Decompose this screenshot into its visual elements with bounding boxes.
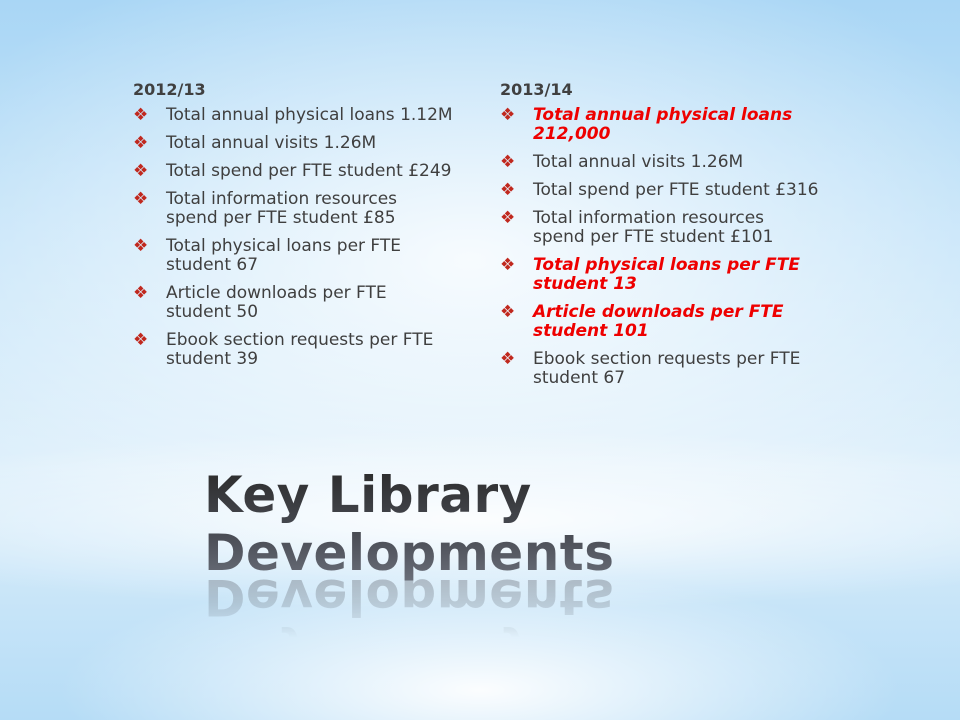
list-item: ❖ Total physical loans per FTE student 13 xyxy=(500,256,820,294)
four-diamonds-bullet-icon: ❖ xyxy=(133,330,149,350)
four-diamonds-bullet-icon: ❖ xyxy=(500,208,516,228)
item-text: Total physical loans per FTE student 67 xyxy=(166,236,402,275)
item-text: Total annual visits 1.26M xyxy=(166,133,377,153)
list-item: ❖ Total spend per FTE student £249 xyxy=(133,162,453,181)
year-heading: 2013/14 xyxy=(500,80,573,99)
item-text: Total annual physical loans 212,000 xyxy=(533,105,793,144)
stats-list: ❖ Total annual physical loans 212,000 ❖ Tot… xyxy=(500,106,820,388)
four-diamonds-bullet-icon: ❖ xyxy=(133,105,149,125)
list-item: ❖ Ebook section requests per FTE student … xyxy=(133,331,453,369)
item-text: Ebook section requests per FTE student 3… xyxy=(166,330,434,369)
item-text: Ebook section requests per FTE student 6… xyxy=(533,349,801,388)
item-text: Total physical loans per FTE student 13 xyxy=(533,255,800,294)
four-diamonds-bullet-icon: ❖ xyxy=(133,283,149,303)
list-item: ❖ Article downloads per FTE student 101 xyxy=(500,303,820,341)
list-item: ❖ Total annual visits 1.26M xyxy=(500,153,820,172)
list-item: ❖ Total physical loans per FTE student 67 xyxy=(133,237,453,275)
item-text: Article downloads per FTE student 50 xyxy=(166,283,387,322)
column-2013-14: 2013/14 ❖ Total annual physical loans 212… xyxy=(500,80,820,397)
four-diamonds-bullet-icon: ❖ xyxy=(133,236,149,256)
column-2012-13: 2012/13 ❖ Total annual physical loans 1.1… xyxy=(133,80,453,378)
four-diamonds-bullet-icon: ❖ xyxy=(500,255,516,275)
item-text: Total spend per FTE student £316 xyxy=(533,180,819,200)
slide-title: Key Library Developments xyxy=(204,466,960,582)
list-item: ❖ Total annual physical loans 1.12M xyxy=(133,106,453,125)
item-text: Article downloads per FTE student 101 xyxy=(533,302,784,341)
four-diamonds-bullet-icon: ❖ xyxy=(500,152,516,172)
list-item: ❖ Article downloads per FTE student 50 xyxy=(133,284,453,322)
list-item: ❖ Ebook section requests per FTE student … xyxy=(500,350,820,388)
item-text: Total information resources spend per FT… xyxy=(533,208,774,247)
list-item: ❖ Total annual physical loans 212,000 xyxy=(500,106,820,144)
item-text: Total annual physical loans 1.12M xyxy=(166,105,453,125)
stats-list: ❖ Total annual physical loans 1.12M ❖ Total… xyxy=(133,106,453,369)
item-text: Total annual visits 1.26M xyxy=(533,152,744,172)
list-item: ❖ Total spend per FTE student £316 xyxy=(500,181,820,200)
item-text: Total spend per FTE student £249 xyxy=(166,161,452,181)
four-diamonds-bullet-icon: ❖ xyxy=(500,302,516,322)
list-item: ❖ Total information resources spend per F… xyxy=(133,190,453,228)
four-diamonds-bullet-icon: ❖ xyxy=(133,189,149,209)
year-heading: 2012/13 xyxy=(133,80,206,99)
four-diamonds-bullet-icon: ❖ xyxy=(500,105,516,125)
four-diamonds-bullet-icon: ❖ xyxy=(500,180,516,200)
list-item: ❖ Total annual visits 1.26M xyxy=(133,134,453,153)
four-diamonds-bullet-icon: ❖ xyxy=(133,133,149,153)
four-diamonds-bullet-icon: ❖ xyxy=(133,161,149,181)
list-item: ❖ Total information resources spend per F… xyxy=(500,209,820,247)
four-diamonds-bullet-icon: ❖ xyxy=(500,349,516,369)
item-text: Total information resources spend per FT… xyxy=(166,189,398,228)
